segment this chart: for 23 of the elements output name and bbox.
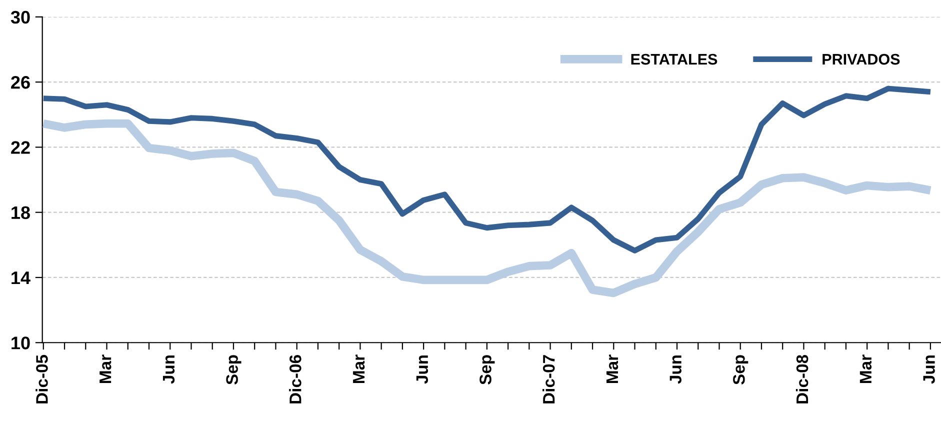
y-tick-label: 26 xyxy=(11,76,30,89)
y-tick-label: 22 xyxy=(11,141,30,154)
y-tick-label: 14 xyxy=(12,272,30,284)
x-tick-label: Sep xyxy=(226,355,242,385)
x-tick-label: Dic-05 xyxy=(36,354,48,404)
legend-label: PRIVADOS xyxy=(822,54,900,65)
x-tick-label: Jun xyxy=(162,355,175,384)
x-tick-label: Sep xyxy=(480,355,495,385)
x-tick-label: Jun xyxy=(670,355,682,384)
x-tick-label: Mar xyxy=(606,354,618,383)
x-tick-label: Dic-08 xyxy=(796,354,808,404)
legend-label: ESTATALES xyxy=(631,54,718,65)
x-tick-label: Sep xyxy=(733,355,748,385)
x-tick-label: Jun xyxy=(416,355,428,384)
y-tick-label: 30 xyxy=(10,10,30,24)
x-tick-label: Mar xyxy=(100,354,112,383)
y-tick-label: 18 xyxy=(12,206,30,220)
x-tick-label: Dic-07 xyxy=(542,355,555,404)
x-tick-label: Dic-06 xyxy=(289,355,302,404)
x-tick-label: Mar xyxy=(353,354,365,383)
x-tick-label: Mar xyxy=(860,354,872,383)
y-tick-label: 10 xyxy=(12,336,30,350)
x-tick-label: Jun xyxy=(923,355,935,384)
